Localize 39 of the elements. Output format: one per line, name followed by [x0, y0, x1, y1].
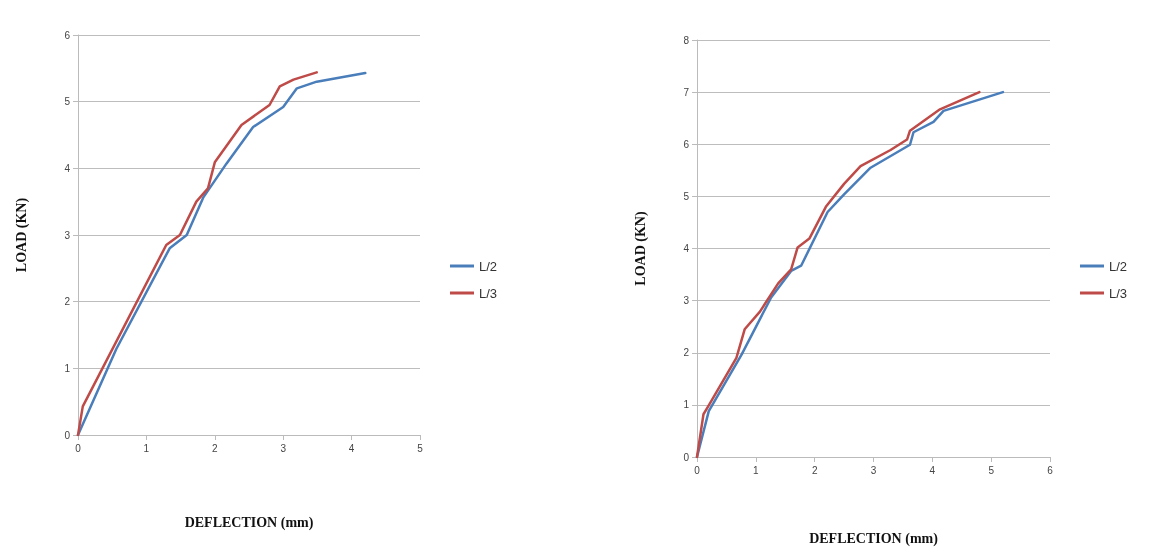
legend-label: L/3 — [1109, 285, 1128, 301]
y-tick-label: 6 — [64, 29, 71, 41]
x-tick-label: 3 — [280, 442, 287, 454]
y-tick-label: 3 — [64, 229, 71, 241]
y-axis-title: LOAD (KN) — [13, 197, 30, 273]
legend-label: L/2 — [1109, 258, 1128, 274]
x-tick-label: 6 — [1047, 464, 1054, 476]
x-tick-label: 1 — [753, 464, 760, 476]
y-tick-label: 0 — [64, 429, 71, 441]
y-axis-title: LOAD (KN) — [632, 211, 649, 286]
y-tick-label: 7 — [683, 86, 690, 98]
x-tick-label: 5 — [988, 464, 995, 476]
x-tick-label: 2 — [212, 442, 219, 454]
y-tick-label: 4 — [683, 243, 690, 254]
y-tick-label: 2 — [683, 347, 690, 359]
x-tick-label: 0 — [694, 464, 701, 476]
y-tick-label: 0 — [683, 451, 690, 463]
x-tick-label: 5 — [417, 442, 424, 454]
x-tick-label: 0 — [75, 442, 82, 454]
x-axis-title: DEFLECTION (mm) — [809, 530, 939, 547]
y-tick-label: 4 — [64, 162, 71, 174]
line-series — [76, 71, 318, 437]
y-tick-label: 6 — [683, 138, 690, 150]
legend-label: L/3 — [479, 285, 498, 301]
y-tick-label: 1 — [64, 362, 71, 374]
y-tick-label: 5 — [64, 96, 71, 108]
x-axis-title: DEFLECTION (mm) — [184, 514, 314, 531]
line-series — [76, 71, 367, 437]
x-tick-label: 1 — [143, 442, 150, 454]
y-tick-label: 1 — [683, 399, 690, 411]
x-tick-label: 4 — [348, 442, 355, 454]
y-tick-label: 2 — [64, 296, 71, 308]
y-tick-label: 5 — [683, 190, 690, 202]
y-tick-label: 3 — [683, 295, 690, 307]
x-tick-label: 3 — [870, 464, 877, 476]
y-tick-label: 8 — [683, 34, 690, 46]
legend-label: L/2 — [479, 258, 498, 274]
x-tick-label: 2 — [811, 464, 818, 476]
x-tick-label: 4 — [929, 464, 936, 476]
